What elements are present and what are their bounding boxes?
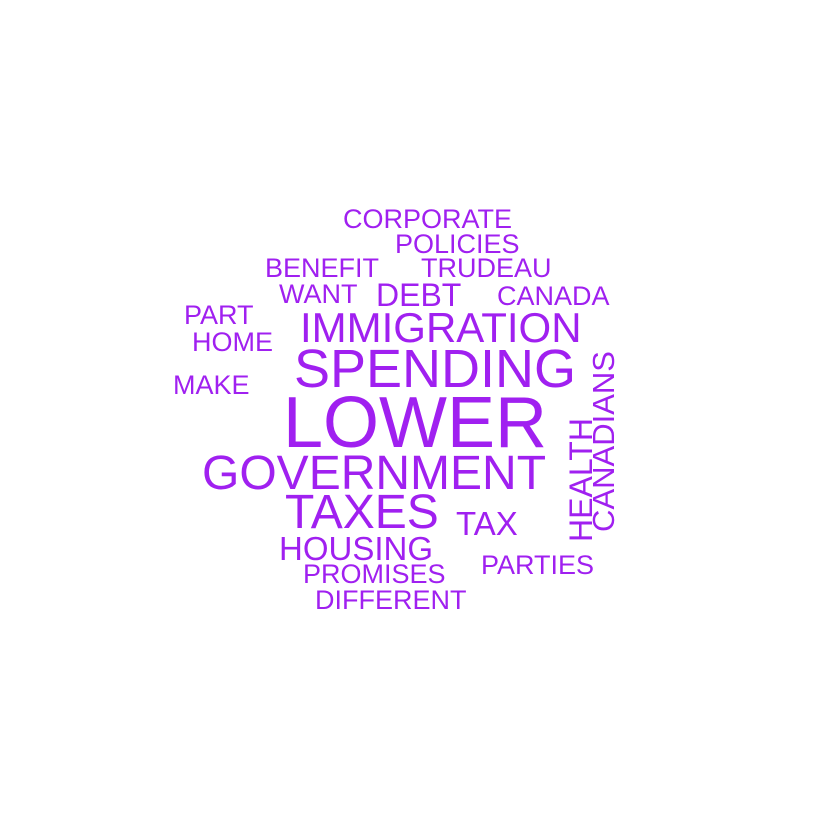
word-trudeau: TRUDEAU (421, 253, 552, 283)
word-parties: PARTIES (481, 550, 595, 580)
word-tax: TAX (456, 505, 518, 542)
word-government: GOVERNMENT (202, 447, 547, 500)
word-part: PART (184, 300, 254, 330)
word-home: HOME (192, 327, 273, 357)
word-make: MAKE (173, 370, 250, 400)
word-lower: LOWER (283, 383, 548, 463)
word-corporate: CORPORATE (343, 204, 513, 234)
word-immigration: IMMIGRATION (300, 304, 582, 351)
word-canadians: CANADIANS (585, 351, 621, 532)
word-benefit: BENEFIT (265, 253, 380, 283)
word-housing: HOUSING (279, 530, 434, 567)
word-taxes: TAXES (285, 486, 439, 539)
word-canada: CANADA (497, 281, 610, 311)
word-debt: DEBT (376, 277, 462, 313)
word-policies: POLICIES (395, 229, 520, 259)
word-want: WANT (279, 279, 358, 309)
word-different: DIFFERENT (315, 585, 467, 615)
word-promises: PROMISES (303, 559, 446, 589)
word-spending: SPENDING (294, 339, 577, 399)
